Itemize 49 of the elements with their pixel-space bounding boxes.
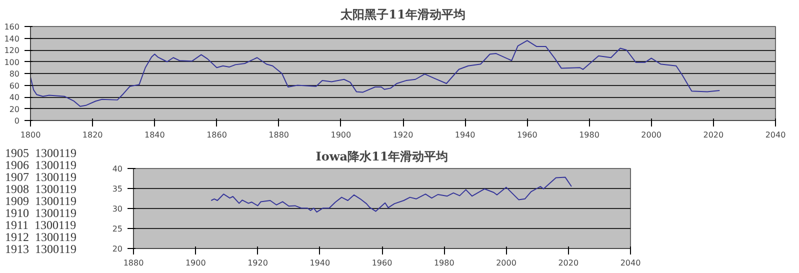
x-tick-label: 2020 — [558, 258, 579, 268]
text: 1906 1300119 — [5, 158, 77, 172]
x-tick-label: 2000 — [496, 258, 516, 268]
text: 1907 1300119 — [5, 170, 77, 184]
x-tick-label: 2040 — [765, 130, 786, 140]
text: 1910 1300119 — [5, 206, 77, 220]
y-tick-label: 20 — [9, 104, 20, 114]
y-tick-label: 100 — [4, 58, 20, 67]
y-tick-label: 140 — [4, 34, 20, 44]
x-tick-label: 1980 — [579, 130, 600, 140]
text: 1908 1300119 — [5, 182, 77, 196]
text: 1912 1300119 — [5, 230, 77, 244]
x-tick-label: 1920 — [248, 258, 268, 268]
x-tick-label: 1900 — [330, 130, 352, 140]
x-tick-label: 1800 — [20, 130, 41, 140]
y-tick-label: 40 — [9, 93, 20, 102]
text: 1911 1300119 — [5, 218, 76, 232]
x-tick-label: 2040 — [620, 258, 641, 268]
y-tick-label: 160 — [4, 22, 20, 32]
x-tick-label: 1840 — [144, 130, 165, 140]
x-tick-label: 1920 — [392, 130, 414, 140]
y-tick-label: 0 — [14, 116, 20, 126]
chart-title: 太阳黑子11年滑动平均 — [340, 8, 466, 22]
text: 1913 1300119 — [5, 242, 77, 256]
x-tick-label: 2020 — [703, 130, 724, 140]
y-tick-label: 80 — [9, 70, 20, 78]
x-tick-label: 1880 — [268, 130, 290, 140]
y-tick-label: 25 — [112, 224, 123, 234]
x-tick-label: 1960 — [372, 258, 392, 268]
chart-title: Iowa降水11年滑动平均 — [316, 150, 448, 164]
x-tick-label: 1820 — [82, 130, 103, 140]
text: 1909 1300119 — [5, 194, 77, 208]
x-tick-label: 1980 — [434, 258, 454, 268]
x-tick-label: 1960 — [516, 130, 538, 140]
text: 1905 1300119 — [5, 146, 77, 160]
x-tick-label: 1940 — [454, 130, 476, 140]
x-tick-label: 2000 — [641, 130, 662, 140]
y-tick-label: 30 — [112, 204, 123, 214]
x-tick-label: 1880 — [123, 258, 144, 268]
y-tick-label: 20 — [112, 244, 123, 254]
y-tick-label: 35 — [112, 184, 123, 194]
y-tick-label: 120 — [4, 46, 20, 55]
line-series — [210, 176, 572, 213]
y-tick-label: 40 — [112, 164, 123, 174]
y-tick-label: 60 — [9, 81, 20, 90]
x-tick-label: 1900 — [185, 258, 206, 268]
x-tick-label: 1940 — [310, 258, 330, 268]
line-series — [30, 40, 720, 107]
x-tick-label: 1860 — [206, 130, 227, 140]
